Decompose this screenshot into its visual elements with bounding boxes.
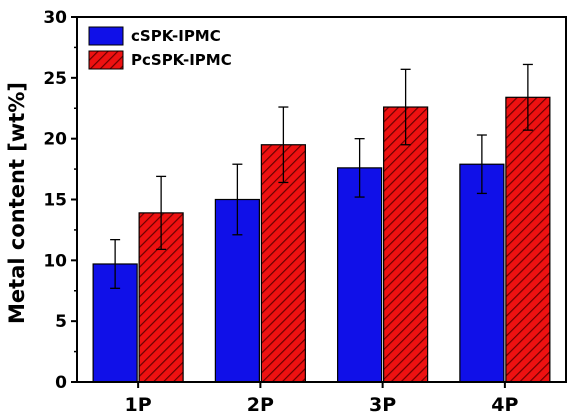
legend: cSPK-IPMC PcSPK-IPMC bbox=[88, 26, 232, 70]
x-tick-label: 2P bbox=[247, 394, 274, 416]
y-tick-label: 15 bbox=[43, 191, 67, 211]
y-tick-label: 25 bbox=[43, 69, 67, 89]
legend-label: cSPK-IPMC bbox=[131, 27, 221, 45]
bar-pcspk-ipmc bbox=[505, 96, 551, 383]
y-tick-label: 5 bbox=[55, 312, 67, 332]
x-tick-label: 1P bbox=[125, 394, 152, 416]
y-axis-title: Metal content [wt%] bbox=[5, 82, 29, 324]
y-tick-label: 20 bbox=[43, 130, 67, 150]
legend-swatch-cspk-ipmc bbox=[88, 26, 124, 46]
bar-cspk-ipmc bbox=[459, 163, 505, 383]
legend-swatch-pcspk-ipmc bbox=[88, 50, 124, 70]
error-bars bbox=[110, 63, 533, 289]
y-ticks: 0 5 10 15 20 25 30 bbox=[43, 8, 77, 393]
x-tick-labels: 1P 2P 3P 4P bbox=[125, 382, 519, 416]
x-tick-label: 4P bbox=[491, 394, 518, 416]
bar-cspk-ipmc bbox=[92, 263, 138, 383]
y-tick-label: 10 bbox=[43, 251, 67, 271]
y-tick-label: 30 bbox=[43, 8, 67, 28]
bar-pcspk-ipmc bbox=[383, 106, 429, 383]
legend-label: PcSPK-IPMC bbox=[131, 51, 232, 69]
plot-frame bbox=[76, 16, 567, 383]
x-tick-label: 3P bbox=[369, 394, 396, 416]
bar-cspk-ipmc bbox=[337, 167, 383, 383]
y-tick-label: 0 bbox=[55, 373, 67, 393]
